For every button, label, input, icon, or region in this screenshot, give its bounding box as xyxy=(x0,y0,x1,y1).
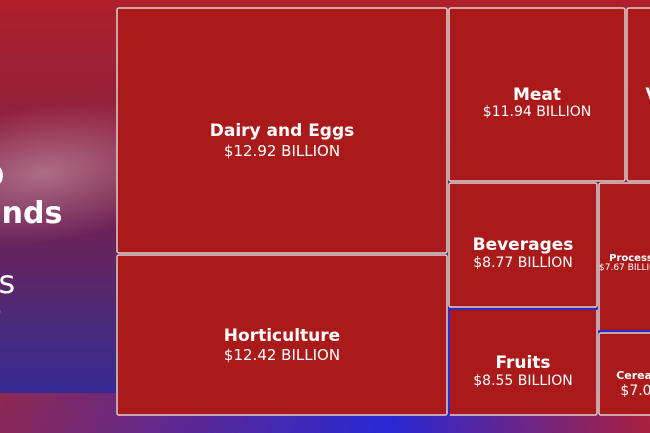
treemap-tile-rect xyxy=(626,7,650,182)
treemap-tile-name: Fruits xyxy=(495,353,550,373)
side-caption-line-3: ts xyxy=(0,263,16,301)
treemap-tile-name: Process xyxy=(609,253,650,264)
treemap-tile-name: Beverages xyxy=(473,235,574,255)
treemap-tile[interactable]: Meat$11.94 BILLION xyxy=(448,7,626,182)
treemap-tile[interactable]: V xyxy=(626,7,650,182)
treemap-tile[interactable]: Fruits$8.55 BILLION xyxy=(448,308,598,416)
treemap-tile[interactable]: Process$7.67 BILLION xyxy=(598,182,650,332)
treemap-tile-rect xyxy=(448,182,598,308)
treemap-tile-value: $11.94 BILLION xyxy=(483,104,591,120)
treemap-tile-value: $7.0 xyxy=(620,383,650,399)
treemap-tile[interactable]: Horticulture$12.42 BILLION xyxy=(116,254,448,416)
treemap-tile-rect xyxy=(116,7,448,254)
treemap-tile[interactable]: Cereal$7.0 xyxy=(598,332,650,416)
treemap-tile[interactable]: Dairy and Eggs$12.92 BILLION xyxy=(116,7,448,254)
treemap-tile-value: $12.92 BILLION xyxy=(224,142,340,160)
treemap-tile-value: $8.55 BILLION xyxy=(473,373,572,389)
treemap-tile[interactable]: Beverages$8.77 BILLION xyxy=(448,182,598,308)
treemap-tile-name: V xyxy=(645,85,650,105)
treemap-tile-value: $7.67 BILLION xyxy=(599,263,650,273)
treemap-tile-name: Horticulture xyxy=(224,326,340,346)
treemap-tile-rect xyxy=(598,332,650,416)
side-caption-line-1: 0 xyxy=(0,162,4,192)
treemap-tile-rect xyxy=(448,7,626,182)
treemap-tile-name: Dairy and Eggs xyxy=(210,121,355,141)
treemap-tile-value: $8.77 BILLION xyxy=(473,255,572,271)
treemap-tile-name: Meat xyxy=(513,85,561,105)
side-caption-line-2: erlands xyxy=(0,196,63,231)
treemap-tile-value: $12.42 BILLION xyxy=(224,346,340,364)
treemap-tile-rect xyxy=(116,254,448,416)
treemap-tile-name: Cereal xyxy=(616,369,650,382)
side-caption-line-4: SD xyxy=(0,302,1,323)
